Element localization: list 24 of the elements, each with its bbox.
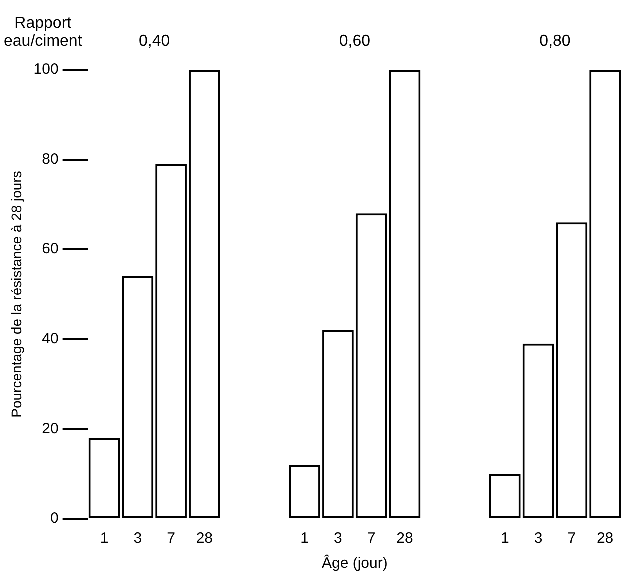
- x-tick-label: 28: [196, 530, 214, 548]
- x-axis-title: Âge (jour): [322, 554, 388, 572]
- x-tick-label: 1: [100, 530, 109, 548]
- x-tick-label: 3: [534, 530, 543, 548]
- x-tick-label: 1: [300, 530, 310, 548]
- x-tick-label: 1: [500, 530, 510, 548]
- y-tick-label: 0: [50, 510, 59, 528]
- y-axis-title: Pourcentage de la résistance à 28 jours: [8, 171, 24, 418]
- x-tick-label: 7: [568, 530, 576, 548]
- text: 0,80: [540, 33, 571, 50]
- y-tick-label: 80: [42, 150, 59, 168]
- x-tick-label: 7: [167, 530, 176, 548]
- x-tick-label: 28: [596, 530, 614, 548]
- text: Rapport eau/ciment: [4, 15, 83, 50]
- x-tick-label: 3: [334, 530, 342, 548]
- y-tick-label: 40: [42, 330, 59, 348]
- x-tick-label: 3: [134, 530, 142, 548]
- y-tick-label: 100: [34, 61, 59, 78]
- text: 0,60: [339, 33, 371, 50]
- x-tick-label: 7: [367, 530, 376, 548]
- x-tick-label: 28: [396, 530, 414, 548]
- text: 0,40: [139, 33, 170, 50]
- y-tick-label: 20: [42, 420, 59, 438]
- y-tick-label: 60: [42, 240, 59, 258]
